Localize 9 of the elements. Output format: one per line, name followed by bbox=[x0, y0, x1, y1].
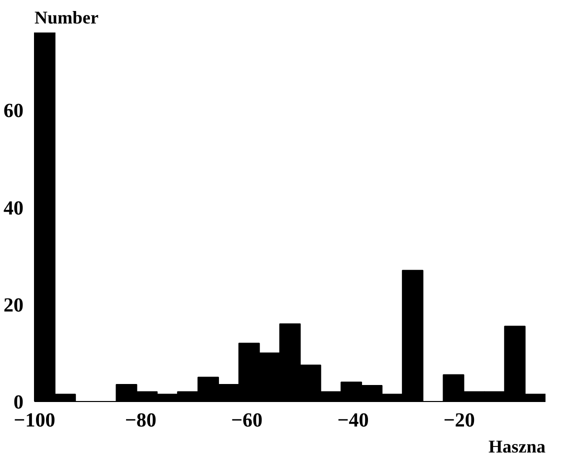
x-tick-label: −60 bbox=[231, 410, 263, 432]
x-axis-title: Haszna bbox=[488, 436, 546, 456]
x-tick-label: −80 bbox=[124, 410, 156, 432]
y-axis-title: Number bbox=[34, 8, 99, 28]
y-tick-label: 40 bbox=[4, 197, 24, 220]
x-tick-label: −20 bbox=[444, 410, 475, 432]
y-tick-label: 60 bbox=[4, 100, 24, 122]
x-tick-label: −40 bbox=[337, 410, 369, 432]
y-tick-label: 20 bbox=[4, 294, 24, 316]
